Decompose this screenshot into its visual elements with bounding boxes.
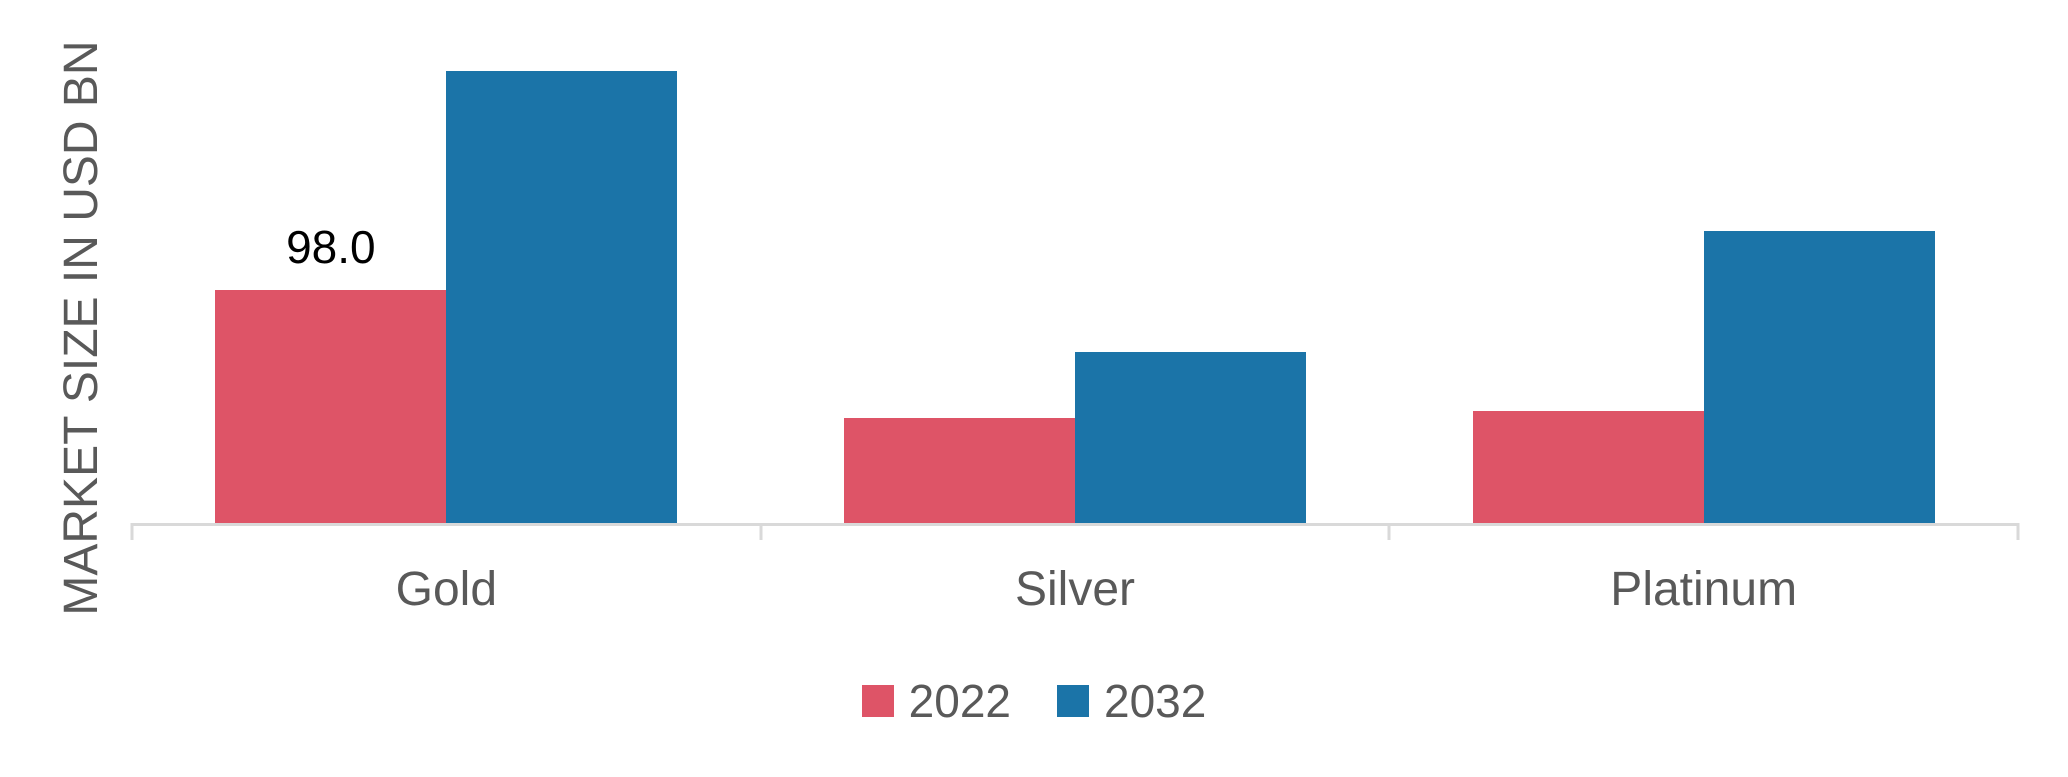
data-label-gold-2022: 98.0 bbox=[286, 221, 376, 273]
legend-swatch-2022 bbox=[861, 685, 894, 717]
bar-silver-2032 bbox=[1075, 351, 1306, 523]
legend: 2022 2032 bbox=[0, 678, 2068, 724]
category-label-platinum: Platinum bbox=[1610, 563, 1798, 616]
bar-platinum-2022 bbox=[1472, 411, 1704, 523]
legend-swatch-2032 bbox=[1057, 685, 1089, 717]
legend-label-2022: 2022 bbox=[908, 675, 1011, 727]
x-axis-line bbox=[132, 523, 2018, 526]
category-slot-silver bbox=[761, 0, 1390, 523]
axis-tick bbox=[1387, 523, 1391, 540]
bar-pair-silver bbox=[844, 351, 1306, 523]
category-slot-platinum bbox=[1389, 0, 2018, 523]
axis-tick bbox=[2016, 523, 2020, 540]
legend-item-2022: 2022 bbox=[861, 675, 1011, 727]
bar-gold-2032 bbox=[446, 71, 678, 523]
legend-label-2032: 2032 bbox=[1104, 675, 1207, 727]
category-label-silver: Silver bbox=[1014, 563, 1136, 616]
category-labels: Gold Silver Platinum bbox=[132, 566, 2018, 614]
bar-pair-gold: 98.0 bbox=[215, 71, 678, 523]
bar-gold-2022: 98.0 bbox=[215, 224, 447, 523]
y-axis-title: MARKET SIZE IN USD BN bbox=[55, 40, 108, 616]
axis-tick bbox=[759, 523, 763, 540]
legend-item-2032: 2032 bbox=[1057, 678, 1206, 724]
plot-area: 98.0 bbox=[132, 0, 2018, 523]
category-label-gold: Gold bbox=[395, 563, 498, 616]
bar-platinum-2032 bbox=[1703, 230, 1935, 523]
bar-silver-2022 bbox=[844, 418, 1075, 523]
axis-tick bbox=[130, 523, 134, 540]
bar-pair-platinum bbox=[1472, 230, 1935, 523]
category-slot-gold: 98.0 bbox=[132, 0, 761, 523]
